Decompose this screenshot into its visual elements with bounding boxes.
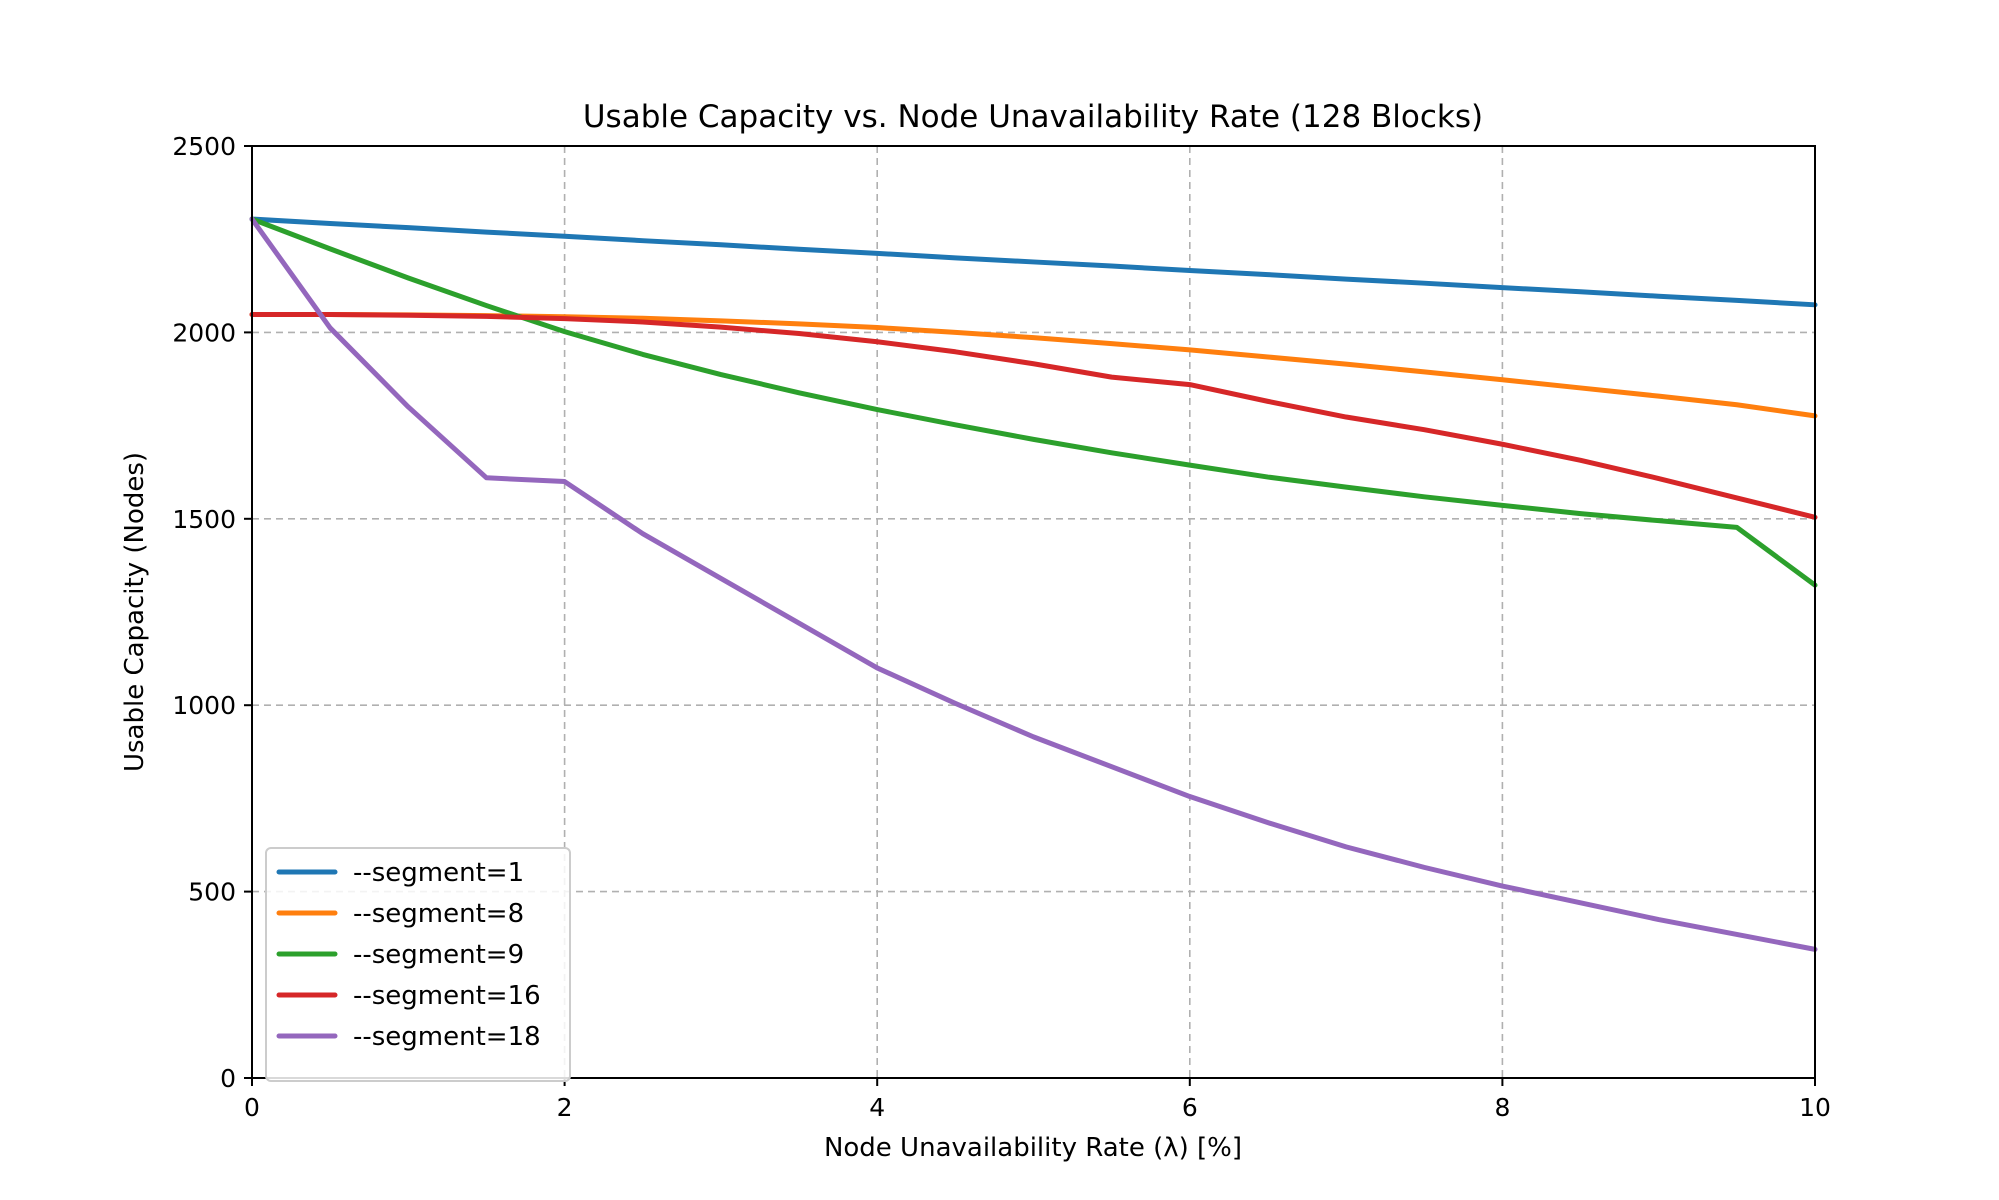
y-tick-label: 500 [188,878,236,907]
legend-label: --segment=18 [353,1022,541,1052]
series-line-segment-18 [249,216,1818,952]
legend-frame [265,847,571,1082]
legend-label: --segment=8 [353,899,524,929]
legend-label: --segment=1 [353,858,524,888]
y-axis-label: Usable Capacity (Nodes) [120,452,150,772]
chart-title: Usable Capacity vs. Node Unavailability … [583,99,1483,135]
legend-label: --segment=16 [353,981,541,1011]
y-tick-label: 1500 [172,505,236,534]
series-lines [249,216,1818,952]
x-tick-label: 10 [1799,1093,1831,1122]
y-tick-label: 2000 [172,318,236,347]
x-tick-label: 2 [557,1093,573,1122]
series-line-segment-16 [249,312,1818,520]
y-tick-label: 2500 [172,132,236,161]
x-axis-label: Node Unavailability Rate (λ) [%] [824,1133,1242,1163]
x-tick-label: 6 [1182,1093,1198,1122]
x-tick-label: 4 [869,1093,885,1122]
legend-label: --segment=9 [353,940,524,970]
series-line-segment-1 [249,216,1818,308]
plot-area-frame [251,145,1816,1079]
axis-ticks: 0 2 4 6 8 10 0 500 1000 1500 2000 2500 [172,132,1831,1122]
y-tick-label: 0 [220,1064,236,1093]
x-tick-label: 8 [1494,1093,1510,1122]
y-tick-label: 1000 [172,691,236,720]
legend: --segment=1 --segment=8 --segment=9 --segme… [265,847,571,1082]
x-tick-label: 0 [244,1093,260,1122]
grid [252,146,1815,1078]
series-line-segment-9 [249,216,1818,588]
